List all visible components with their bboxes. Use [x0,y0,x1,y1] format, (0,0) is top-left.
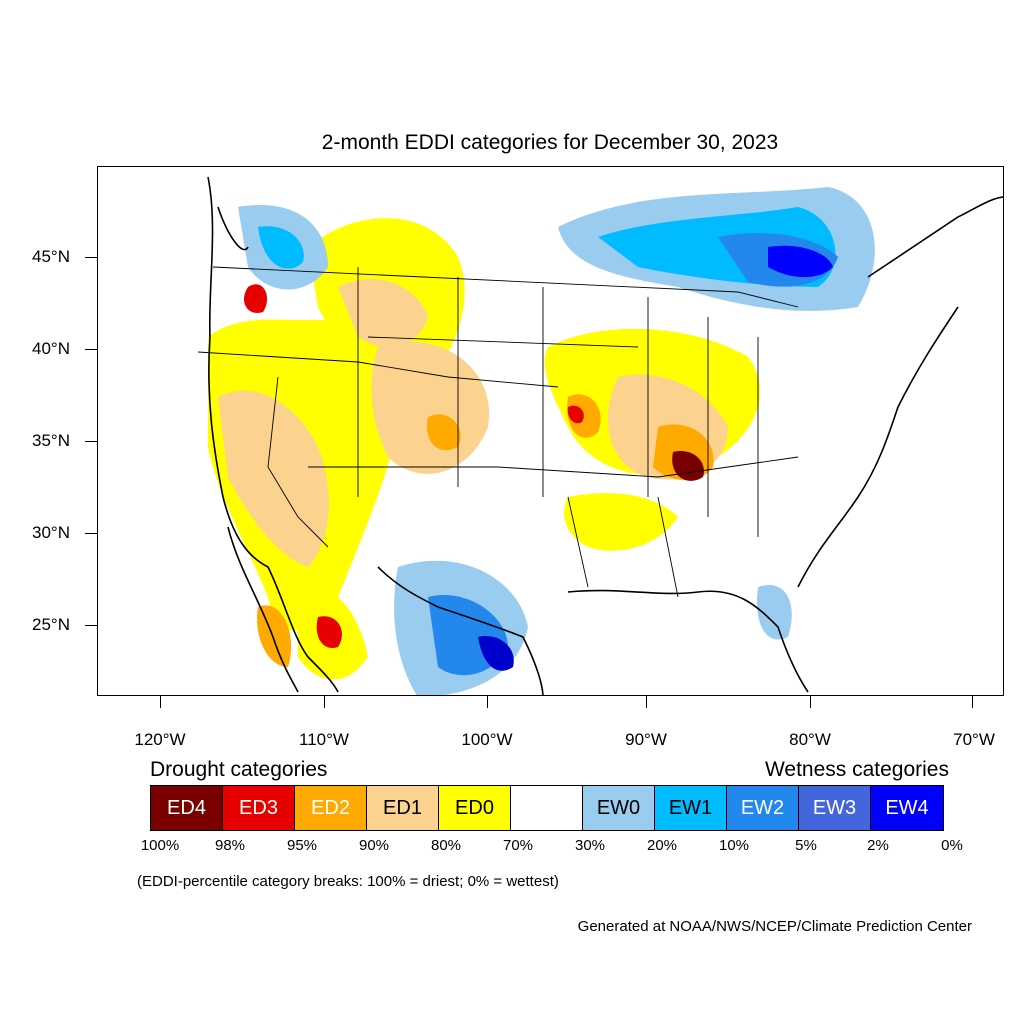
legend-ew4: EW4 [871,786,943,830]
break-95: 95% [286,837,318,854]
lon-label-100: 100°W [461,730,513,749]
legend-neutral [511,786,583,830]
legend-ew3: EW3 [799,786,871,830]
wetness-patches [238,187,875,695]
break-10: 10% [718,837,750,854]
category-note: (EDDI-percentile category breaks: 100% =… [137,873,559,890]
lat-label-35: 35°N [32,431,70,450]
lon-label-90: 90°W [625,730,667,749]
lon-tick-90 [646,696,647,708]
lon-tick-80 [810,696,811,708]
state-borders [197,266,799,598]
lat-tick-30 [85,533,97,534]
lat-label-25: 25°N [32,615,70,634]
wetness-heading: Wetness categories [764,758,949,781]
lon-label-80: 80°W [789,730,831,749]
lon-label-120: 120°W [134,730,186,749]
legend-ed1: ED1 [367,786,439,830]
lat-label-40: 40°N [32,339,70,358]
lon-tick-110 [324,696,325,708]
lat-tick-40 [85,349,97,350]
lat-tick-25 [85,625,97,626]
break-0: 0% [941,837,963,854]
legend-ew1: EW1 [655,786,727,830]
map-canvas [197,176,1003,695]
drought-heading: Drought categories [150,758,328,781]
break-100: 100% [140,837,180,854]
lon-label-110: 110°W [299,730,349,749]
break-20: 20% [646,837,678,854]
legend-ed0: ED0 [439,786,511,830]
eddi-map [97,166,1004,696]
legend-ed3: ED3 [223,786,295,830]
break-2: 2% [867,837,889,854]
break-5: 5% [795,837,817,854]
break-30: 30% [574,837,606,854]
map-title: 2-month EDDI categories for December 30,… [321,131,779,154]
break-98: 98% [214,837,246,854]
lon-tick-100 [487,696,488,708]
legend-ew2: EW2 [727,786,799,830]
lon-tick-120 [160,696,161,708]
legend-ew0: EW0 [583,786,655,830]
break-70: 70% [502,837,534,854]
lat-tick-35 [85,441,97,442]
lat-label-45: 45°N [32,247,70,266]
lon-label-70: 70°W [953,730,995,749]
legend-ed4: ED4 [151,786,223,830]
break-80: 80% [430,837,462,854]
coastlines [207,176,1003,695]
lat-label-30: 30°N [32,523,70,542]
lat-tick-45 [85,257,97,258]
drought-patches [208,218,760,680]
credit-line: Generated at NOAA/NWS/NCEP/Climate Predi… [577,918,972,935]
category-legend: ED4 ED3 ED2 ED1 ED0 EW0 EW1 EW2 EW3 EW4 [150,785,944,831]
lon-tick-70 [972,696,973,708]
break-90: 90% [358,837,390,854]
legend-ed2: ED2 [295,786,367,830]
